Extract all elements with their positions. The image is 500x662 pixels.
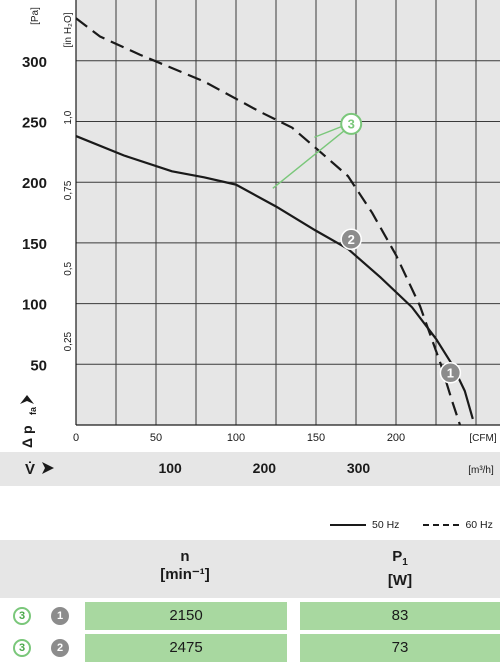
x-axis-label: V̇: [25, 461, 35, 478]
fan-curve-chart: 1 2 3 300 250 200 150 100 50 [Pa] [in H₂O] 1,0 0,75…: [0, 0, 500, 486]
series-line-60hz: [75, 17, 462, 426]
x-tick-cfm: 0: [73, 432, 79, 444]
header-speed-symbol: n: [180, 548, 190, 565]
y-tick-label: 200: [22, 175, 47, 192]
power-cell: 73: [300, 634, 500, 662]
x-tick-cfm: 200: [387, 432, 405, 444]
x-axis-arrow: [42, 462, 54, 474]
x-tick-m3h: 300: [347, 460, 371, 476]
m3h-axis-band: [0, 452, 500, 486]
header-power-symbol: P: [392, 548, 403, 565]
leader-line: [314, 125, 344, 138]
table-row: 3 1 2150 83: [0, 602, 500, 630]
x-tick-m3h: 200: [253, 460, 277, 476]
legend: 50 Hz 60 Hz: [330, 519, 493, 531]
table-header: n [min⁻¹] P1 [W]: [0, 540, 500, 598]
marker-circle: [340, 112, 363, 135]
header-speed-unit: [min⁻¹]: [160, 566, 210, 583]
curve-badge: 3: [13, 639, 31, 657]
y-unit-inh2o: [in H₂O]: [63, 12, 74, 47]
curve-badge: 3: [13, 607, 31, 625]
series-line-50hz: [75, 135, 474, 420]
y-axis-arrow: [20, 395, 34, 404]
y-tick-inch: 0,5: [63, 261, 74, 275]
series-group: [75, 17, 474, 426]
y-tick-label: 100: [22, 297, 47, 314]
grid: [75, 0, 500, 426]
leader-line: [272, 129, 346, 189]
speed-cell: 2475: [85, 634, 287, 662]
marker-group: 1 2 3: [272, 112, 462, 384]
y-tick-inch: 1,0: [63, 110, 74, 124]
legend-dashed-swatch: [423, 524, 460, 526]
legend-solid-swatch: [330, 524, 366, 526]
x-tick-cfm: 150: [307, 432, 325, 444]
x-unit-cfm: [CFM]: [469, 433, 496, 444]
x-tick-m3h: 100: [158, 460, 182, 476]
marker-label: 1: [447, 365, 454, 380]
y-tick-inch: 0,75: [63, 180, 74, 200]
marker-circle: [340, 228, 362, 251]
y-tick-inch: 0,25: [63, 331, 74, 351]
point-badge: 2: [51, 639, 69, 657]
marker-label: 2: [348, 232, 355, 247]
header-speed: n [min⁻¹]: [120, 548, 250, 584]
x-tick-cfm: 50: [150, 432, 162, 444]
power-cell: 83: [300, 602, 500, 630]
marker-label: 3: [348, 116, 355, 131]
header-power-unit: [W]: [387, 572, 413, 589]
point-badge: 1: [51, 607, 69, 625]
x-unit-m3h: [m³/h]: [468, 465, 494, 476]
marker-circle: [439, 362, 462, 384]
y-axis-label-sub: fa: [28, 406, 38, 415]
y-tick-label: 300: [22, 54, 47, 71]
y-tick-label: 150: [22, 236, 47, 253]
y-tick-label: 250: [22, 115, 47, 132]
table-row: 3 2 2475 73: [0, 634, 500, 662]
speed-cell: 2150: [85, 602, 287, 630]
y-axis-label: Δ p: [19, 425, 35, 448]
y-tick-label: 50: [30, 357, 47, 374]
y-unit-pa: [Pa]: [30, 7, 41, 25]
header-power: P1 [W]: [335, 548, 465, 590]
legend-solid-label: 50 Hz: [372, 519, 400, 531]
x-tick-cfm: 100: [227, 432, 245, 444]
legend-dashed-label: 60 Hz: [465, 519, 493, 531]
header-power-sub: 1: [402, 557, 408, 568]
